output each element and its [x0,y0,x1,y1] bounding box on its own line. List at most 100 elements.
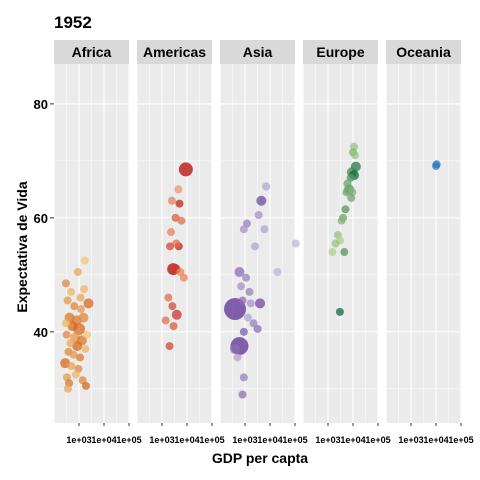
point-americas [165,342,174,351]
x-tick-label: 1e+04 [257,435,282,445]
facet-label-americas: Americas [143,44,206,60]
point-africa [81,344,90,353]
facet-strip-europe [303,40,378,64]
y-tick-label: 60 [34,211,48,226]
x-tick-label: 1e+05 [199,435,224,445]
point-asia [238,296,247,305]
point-africa [61,319,70,328]
facet-americas: Americas [136,40,213,423]
point-asia [237,282,246,291]
x-tick-label: 1e+04 [174,435,199,445]
chart-title: 1952 [54,13,92,32]
x-axis: 1e+03 1e+04 1e+05 1e+03 1e+04 1e+05 1e+03 1e+04… [66,423,474,445]
point-americas [172,239,181,248]
point-asia [260,225,269,234]
point-oceania [432,160,441,169]
point-africa [76,353,85,362]
point-asia [249,319,258,328]
point-americas [169,322,178,331]
point-europe [350,151,359,160]
point-africa [63,384,72,393]
point-asia [239,327,248,336]
point-africa [76,305,85,314]
point-europe [347,193,356,202]
point-americas [164,293,173,302]
point-americas [161,316,170,325]
point-asia [254,211,263,220]
facet-asia: Asia [219,40,300,423]
y-tick-label: 40 [34,325,48,340]
point-americas [178,162,193,177]
point-africa [66,339,75,348]
x-tick-label: 1e+03 [149,435,174,445]
x-tick-label: 1e+04 [91,435,116,445]
x-tick-label: 1e+03 [232,435,257,445]
y-axis: 40 60 80 [34,97,54,340]
facet-europe: Europe [302,40,379,423]
point-americas [175,199,184,208]
x-tick-label: 1e+05 [116,435,141,445]
y-tick-label: 80 [34,97,48,112]
point-africa [71,370,80,379]
point-asia [262,182,271,191]
x-tick-label: 1e+03 [66,435,91,445]
point-americas [167,196,176,205]
point-asia [239,225,248,234]
point-asia [239,373,248,382]
point-europe [328,248,337,257]
point-asia [243,313,252,322]
point-europe [337,216,346,225]
point-europe [340,248,349,257]
point-africa [81,381,90,390]
point-africa [67,287,76,296]
point-asia [250,242,259,251]
point-americas [176,267,185,276]
point-africa [63,296,72,305]
point-europe [343,179,352,188]
gridlines [385,64,462,423]
facet-strip-oceania [386,40,461,64]
point-africa [76,293,85,302]
gridlines [136,64,213,423]
facet-label-oceania: Oceania [396,44,451,60]
point-asia [253,324,262,333]
point-europe [342,188,351,197]
x-axis-title: GDP per capta [212,450,308,466]
point-asia [255,298,266,309]
point-europe [331,239,340,248]
point-europe [341,205,350,214]
y-axis-title: Expectativa de Vida [14,181,30,312]
point-asia [246,299,255,308]
point-africa [80,256,89,265]
point-africa [78,312,89,323]
point-asia [256,195,267,206]
point-africa [69,350,78,359]
point-africa [67,362,76,371]
point-asia [242,273,251,282]
point-africa [67,321,78,332]
point-asia [291,239,300,248]
facet-label-europe: Europe [316,44,364,60]
point-americas [174,185,183,194]
point-asia [233,353,242,362]
point-asia [230,343,241,354]
facet-strip-asia [220,40,295,64]
x-tick-label: 1e+03 [398,435,423,445]
point-americas [179,273,188,282]
point-africa [73,267,82,276]
facet-label-africa: Africa [72,44,112,60]
facet-panels: Africa Americas Asia Europe Oceania [53,40,462,423]
facet-strip-americas [137,40,212,64]
x-tick-label: 1e+03 [315,435,340,445]
gridlines [219,64,296,423]
x-tick-label: 1e+05 [282,435,307,445]
point-asia [234,266,245,277]
point-americas [171,309,182,320]
point-americas [168,302,177,311]
x-tick-label: 1e+04 [340,435,365,445]
point-africa [70,302,79,311]
x-tick-label: 1e+05 [448,435,473,445]
point-americas [166,242,175,251]
point-africa [83,330,92,339]
